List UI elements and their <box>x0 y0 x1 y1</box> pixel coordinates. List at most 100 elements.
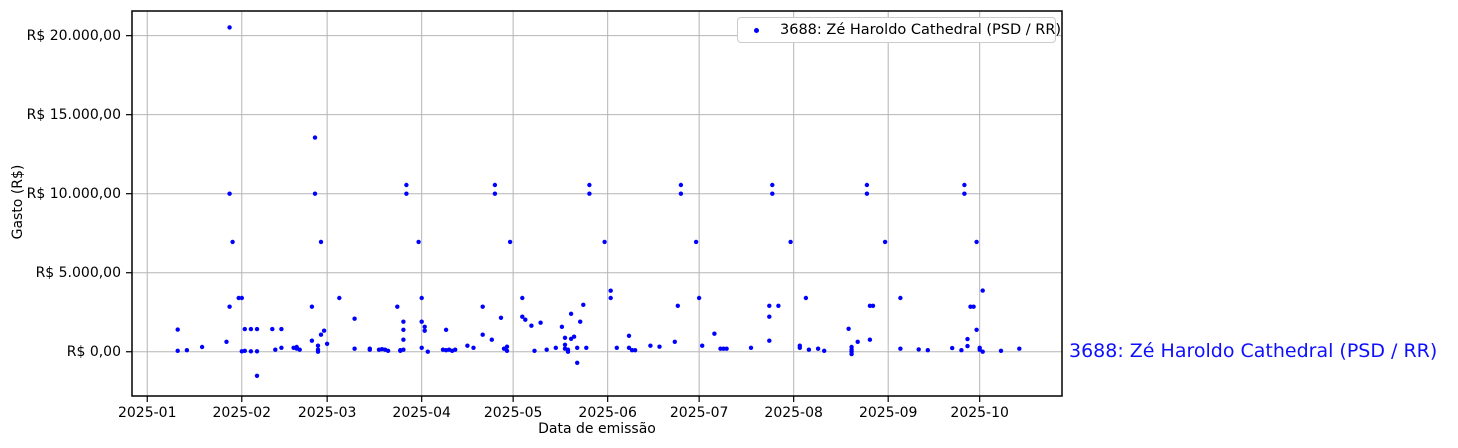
data-point <box>520 295 525 301</box>
data-point <box>675 303 680 308</box>
data-point <box>273 347 278 352</box>
data-point <box>916 347 921 352</box>
data-point <box>962 182 967 188</box>
data-point <box>321 328 327 333</box>
data-point <box>227 25 232 30</box>
data-point <box>767 303 772 308</box>
data-point <box>648 343 653 348</box>
data-point <box>571 334 577 339</box>
data-point <box>471 345 476 350</box>
data-point <box>544 347 549 352</box>
data-point <box>312 135 318 140</box>
data-point <box>803 295 809 301</box>
data-point <box>309 338 315 343</box>
data-point <box>312 191 318 196</box>
data-point <box>998 348 1004 353</box>
data-point <box>980 288 985 293</box>
x-tick-label: 2025-04 <box>392 405 451 421</box>
data-point <box>767 314 772 319</box>
data-point <box>248 326 254 332</box>
data-point <box>712 331 717 336</box>
data-point <box>575 345 580 350</box>
data-point <box>401 347 406 352</box>
data-point <box>538 320 543 325</box>
data-point <box>419 319 424 324</box>
data-point <box>184 348 190 353</box>
data-point <box>395 304 400 309</box>
data-point <box>568 311 574 316</box>
data-point <box>575 360 580 365</box>
data-point <box>465 343 470 348</box>
x-tick-label: 2025-03 <box>297 405 357 421</box>
data-point <box>401 319 406 324</box>
data-point <box>532 348 537 353</box>
data-point <box>721 346 726 351</box>
data-point <box>419 295 424 301</box>
data-point <box>227 191 232 196</box>
data-point <box>492 191 498 196</box>
data-point <box>959 348 964 353</box>
data-point <box>870 303 876 308</box>
data-point <box>324 341 330 346</box>
data-point <box>309 304 315 309</box>
data-point <box>480 332 485 337</box>
data-point <box>657 344 662 349</box>
data-point <box>748 345 754 350</box>
data-point <box>352 316 357 321</box>
data-point <box>175 327 180 332</box>
data-point <box>693 239 699 245</box>
data-point <box>504 348 510 353</box>
legend-label: 3688: Zé Haroldo Cathedral (PSD / RR) <box>780 22 1062 38</box>
data-point <box>507 239 513 245</box>
data-point <box>678 191 684 196</box>
data-point <box>980 349 985 354</box>
data-point <box>770 191 775 196</box>
x-tick-label: 2025-09 <box>858 405 918 421</box>
legend-marker-dot <box>754 27 759 33</box>
data-point <box>453 347 458 352</box>
data-point <box>385 348 391 353</box>
data-point <box>587 191 592 196</box>
legend: 3688: Zé Haroldo Cathedral (PSD / RR) <box>737 17 1061 43</box>
data-point <box>815 346 821 351</box>
data-point <box>898 346 903 351</box>
data-point <box>248 349 254 354</box>
data-point <box>562 335 568 340</box>
data-point <box>700 343 705 348</box>
data-point <box>315 349 321 354</box>
data-point <box>602 239 607 245</box>
data-point <box>864 182 870 188</box>
data-point <box>504 344 510 349</box>
data-point <box>175 348 180 353</box>
data-point <box>565 349 571 354</box>
data-point <box>230 239 235 245</box>
data-point <box>425 349 430 354</box>
data-point <box>925 348 930 353</box>
data-point <box>587 182 592 188</box>
x-tick-label: 2025-08 <box>764 405 823 421</box>
data-point <box>696 295 702 301</box>
data-point <box>523 317 528 322</box>
data-point <box>416 239 421 245</box>
data-point <box>968 304 973 309</box>
y-tick-label: R$ 20.000,00 <box>26 27 121 44</box>
data-point <box>962 191 967 196</box>
data-point <box>520 314 525 319</box>
data-point <box>422 328 427 333</box>
data-point <box>846 326 851 331</box>
data-point <box>788 239 793 245</box>
x-tick-label: 2025-02 <box>212 405 272 421</box>
data-point <box>242 348 247 353</box>
data-point <box>401 337 406 342</box>
data-point <box>971 304 976 309</box>
data-point <box>797 343 802 348</box>
data-point <box>562 342 568 347</box>
data-point <box>254 373 260 378</box>
data-point <box>199 344 205 350</box>
data-point <box>776 303 781 308</box>
series-annotation: 3688: Zé Haroldo Cathedral (PSD / RR) <box>1069 340 1438 362</box>
data-point <box>480 304 485 309</box>
x-tick-label: 2025-01 <box>117 405 177 421</box>
data-point <box>608 295 613 301</box>
data-point <box>882 239 888 245</box>
